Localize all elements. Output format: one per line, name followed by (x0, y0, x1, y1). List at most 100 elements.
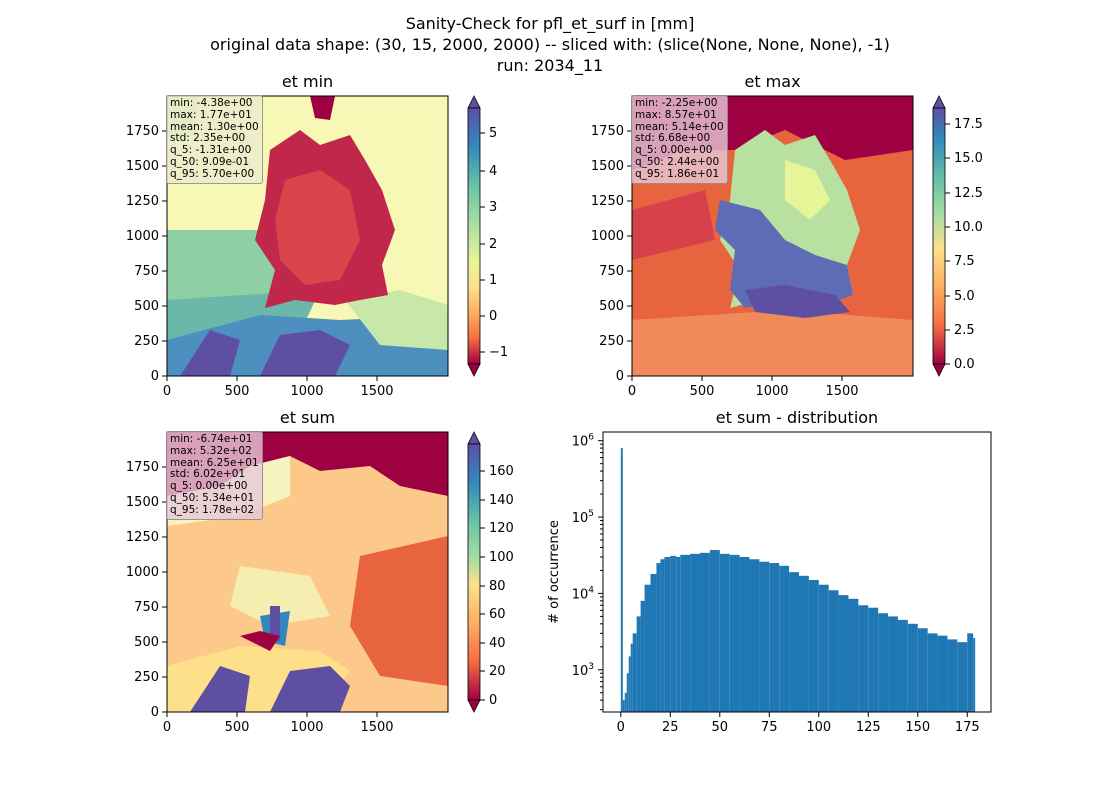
et-sum-y-axis: 1750 1500 1250 1000 750 500 250 0 (126, 460, 167, 720)
tick-label: 0 (151, 705, 159, 720)
x-tick-label: 100 (806, 720, 831, 735)
y-tick-label: 104 (572, 585, 595, 602)
tick-label: 5 (489, 126, 497, 141)
tick-label: 5.0 (954, 289, 975, 304)
tick-label: 500 (599, 299, 624, 314)
tick-label: 17.5 (954, 117, 983, 132)
et-min-heatmap (167, 96, 448, 376)
histogram-bar (858, 605, 869, 712)
histogram-frame (602, 431, 992, 713)
x-tick-label: 150 (905, 720, 930, 735)
histogram-bar (779, 565, 790, 712)
x-tick-label: 175 (955, 720, 980, 735)
histogram-bar (660, 559, 665, 712)
histogram-panel: 0 25 50 75 100 125 150 175 103 104 105 106 # of oc… (547, 431, 992, 735)
tick-label: 0 (628, 384, 636, 399)
x-tick-label: 125 (856, 720, 881, 735)
stat-line: q_95: 1.78e+02 (170, 503, 255, 516)
stat-line: std: 6.02e+01 (170, 468, 246, 481)
histogram-bar (680, 554, 691, 712)
stat-line: max: 5.32e+02 (170, 444, 252, 457)
histogram-bar (670, 555, 677, 712)
y-tick-label: 103 (572, 662, 594, 679)
histogram-bar (868, 607, 879, 712)
tick-label: 750 (599, 264, 624, 279)
histogram-bar (749, 559, 760, 712)
tick-label: 80 (489, 579, 506, 594)
tick-label: 500 (690, 384, 715, 399)
histogram-bar (759, 561, 770, 712)
stat-line: min: -2.25e+00 (635, 97, 718, 109)
et-min-map-panel: 1750 1500 1250 1000 750 500 250 0 0 500 … (126, 95, 508, 399)
panel-title-et-max: et max (744, 72, 801, 91)
stat-line: min: -4.38e+00 (170, 97, 253, 109)
tick-label: 1000 (591, 229, 624, 244)
et-min-y-axis: 1750 1500 1250 1000 750 500 250 0 (126, 124, 167, 384)
stat-line: q_5: 0.00e+00 (170, 480, 248, 493)
histogram-bar (973, 638, 976, 712)
stat-line: q_5: -1.31e+00 (170, 144, 252, 157)
tick-label: 40 (489, 636, 506, 651)
y-tick-label: 105 (572, 509, 594, 526)
histogram-bar (957, 642, 968, 712)
et-min-x-axis: 0 500 1000 1500 (163, 376, 394, 399)
histogram-bar (789, 572, 799, 712)
tick-label: 20 (489, 664, 506, 679)
tick-label: 0.0 (954, 357, 975, 372)
histogram-bar (927, 633, 938, 712)
tick-label: 2 (489, 237, 497, 252)
tick-label: 10.0 (954, 220, 983, 235)
tick-label: 1500 (126, 159, 159, 174)
y-tick-label: 106 (572, 433, 595, 450)
tick-label: 4 (489, 164, 497, 179)
stat-line: min: -6.74e+01 (170, 433, 253, 445)
tick-label: −1 (489, 345, 508, 360)
x-tick-label: 50 (712, 720, 729, 735)
histogram-bar (622, 700, 625, 712)
histogram-bar (798, 575, 809, 712)
tick-label: 1500 (360, 384, 393, 399)
x-tick-label: 25 (662, 720, 679, 735)
stat-line: std: 6.68e+00 (635, 132, 711, 145)
tick-label: 1250 (591, 194, 624, 209)
histogram-bar (700, 552, 710, 712)
tick-label: 750 (134, 600, 159, 615)
tick-label: 160 (489, 464, 514, 479)
stat-line: mean: 1.30e+00 (170, 120, 259, 133)
histogram-bar (808, 579, 819, 712)
histogram-bar (656, 563, 661, 712)
tick-label: 250 (134, 334, 159, 349)
histogram-x-axis: 0 25 50 75 100 125 150 175 (617, 712, 980, 735)
tick-label: 0 (489, 693, 497, 708)
tick-label: 12.5 (954, 186, 983, 201)
tick-label: 1500 (360, 720, 393, 735)
histogram-bar (626, 673, 629, 712)
stat-line: q_5: 0.00e+00 (635, 144, 713, 157)
tick-label: 3 (489, 200, 497, 215)
histogram-y-axis: 103 104 105 106 (572, 433, 603, 711)
stat-line: max: 1.77e+01 (170, 108, 252, 121)
et-max-stats-box: min: -2.25e+00 max: 8.57e+01 mean: 5.14e… (631, 95, 728, 184)
tick-label: 7.5 (954, 254, 975, 269)
histogram-bar (624, 692, 627, 712)
et-min-stats-box: min: -4.38e+00 max: 1.77e+01 mean: 1.30e… (166, 95, 263, 184)
tick-label: 100 (489, 550, 514, 565)
tick-label: 750 (134, 264, 159, 279)
stat-line: max: 8.57e+01 (635, 108, 717, 121)
histogram-bar (947, 639, 958, 712)
tick-label: 1750 (126, 124, 159, 139)
histogram-bar (632, 633, 637, 712)
tick-label: 1500 (825, 384, 858, 399)
tick-label: 500 (134, 635, 159, 650)
histogram-bar (848, 598, 859, 712)
tick-label: 250 (134, 670, 159, 685)
histogram-bar (907, 623, 918, 712)
histogram-bar (664, 556, 671, 712)
tick-label: 1750 (591, 124, 624, 139)
tick-label: 500 (225, 384, 250, 399)
tick-label: 0 (489, 309, 497, 324)
histogram-bar (878, 613, 889, 712)
tick-label: 1000 (290, 720, 323, 735)
stat-line: q_50: 9.09e-01 (170, 155, 250, 168)
stat-line: mean: 6.25e+01 (170, 456, 259, 469)
